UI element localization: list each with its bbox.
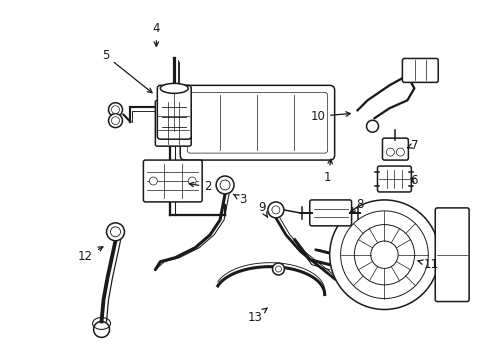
FancyBboxPatch shape (187, 92, 327, 153)
Circle shape (106, 223, 124, 241)
Text: 9: 9 (258, 201, 267, 217)
Circle shape (108, 103, 122, 117)
Text: 3: 3 (233, 193, 246, 206)
Text: 8: 8 (350, 198, 363, 212)
Text: 2: 2 (189, 180, 211, 193)
Text: 1: 1 (323, 159, 332, 184)
Text: 10: 10 (310, 110, 350, 123)
Circle shape (271, 206, 279, 214)
FancyBboxPatch shape (382, 138, 407, 160)
Circle shape (370, 241, 397, 269)
Text: 6: 6 (410, 174, 417, 186)
Circle shape (354, 225, 414, 285)
FancyBboxPatch shape (155, 100, 191, 146)
FancyBboxPatch shape (377, 166, 410, 192)
Ellipse shape (160, 84, 188, 93)
Text: 13: 13 (247, 308, 267, 324)
Text: 11: 11 (417, 258, 438, 271)
FancyBboxPatch shape (143, 160, 202, 202)
Text: 4: 4 (152, 22, 160, 46)
Circle shape (366, 120, 378, 132)
Circle shape (111, 117, 119, 125)
FancyBboxPatch shape (180, 85, 334, 160)
Text: 7: 7 (407, 139, 417, 152)
FancyBboxPatch shape (402, 58, 437, 82)
Circle shape (267, 202, 283, 218)
Circle shape (188, 177, 196, 185)
Circle shape (275, 266, 281, 272)
FancyBboxPatch shape (309, 200, 351, 226)
Circle shape (111, 106, 119, 114)
Circle shape (108, 114, 122, 127)
Circle shape (220, 180, 229, 190)
Circle shape (216, 176, 234, 194)
Circle shape (340, 211, 427, 298)
Text: 5: 5 (102, 49, 152, 93)
Text: 12: 12 (78, 247, 102, 263)
Circle shape (272, 263, 284, 275)
FancyBboxPatch shape (434, 208, 468, 302)
Circle shape (386, 148, 394, 156)
FancyBboxPatch shape (157, 85, 191, 139)
Circle shape (329, 200, 438, 310)
Circle shape (149, 177, 157, 185)
Circle shape (396, 148, 404, 156)
Circle shape (110, 227, 120, 237)
